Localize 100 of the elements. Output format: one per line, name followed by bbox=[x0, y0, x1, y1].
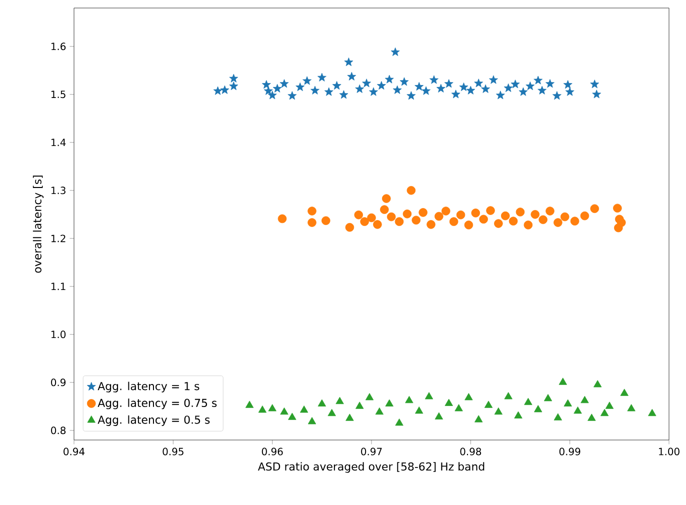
legend-label: Agg. latency = 1 s bbox=[98, 382, 200, 392]
point bbox=[426, 220, 436, 229]
x-tick-label: 0.96 bbox=[262, 448, 283, 456]
point bbox=[526, 82, 535, 90]
point bbox=[534, 76, 543, 84]
x-tick-label: 0.99 bbox=[559, 448, 580, 456]
point bbox=[479, 214, 488, 224]
point bbox=[508, 216, 518, 226]
point bbox=[268, 404, 276, 412]
point bbox=[510, 80, 520, 88]
point bbox=[570, 216, 580, 226]
point bbox=[464, 220, 474, 230]
point bbox=[296, 82, 305, 92]
y-tick-label: 1.0 bbox=[51, 330, 66, 338]
point bbox=[436, 84, 446, 92]
point bbox=[590, 204, 600, 214]
point bbox=[444, 79, 454, 88]
y-tick-label: 0.8 bbox=[51, 426, 66, 434]
point bbox=[514, 411, 522, 418]
point bbox=[563, 80, 572, 89]
point bbox=[347, 72, 356, 80]
point bbox=[336, 396, 344, 404]
point bbox=[385, 399, 394, 406]
point bbox=[430, 75, 438, 84]
point bbox=[376, 81, 386, 90]
point bbox=[449, 217, 458, 226]
point bbox=[220, 85, 230, 94]
point bbox=[258, 406, 266, 413]
point bbox=[516, 208, 525, 216]
point bbox=[317, 72, 326, 82]
point bbox=[546, 79, 554, 88]
point bbox=[380, 205, 389, 214]
point bbox=[524, 398, 532, 405]
point bbox=[538, 86, 547, 94]
point bbox=[424, 392, 434, 400]
point bbox=[406, 186, 416, 195]
point bbox=[213, 86, 222, 95]
point bbox=[494, 407, 503, 415]
point bbox=[264, 86, 273, 95]
point bbox=[504, 392, 512, 400]
point bbox=[451, 90, 460, 98]
point bbox=[552, 91, 562, 100]
point bbox=[354, 210, 363, 220]
point bbox=[415, 406, 424, 414]
point bbox=[605, 402, 614, 409]
point bbox=[280, 407, 288, 415]
point bbox=[456, 210, 466, 220]
point bbox=[466, 86, 476, 94]
point bbox=[310, 86, 320, 94]
point bbox=[474, 415, 483, 422]
point bbox=[382, 194, 391, 203]
point bbox=[600, 408, 609, 416]
y-tick-label: 1.5 bbox=[51, 90, 66, 98]
point bbox=[484, 400, 493, 408]
point bbox=[564, 399, 572, 406]
point bbox=[592, 90, 602, 98]
point bbox=[229, 74, 238, 82]
point bbox=[588, 414, 596, 421]
x-axis-title: ASD ratio averaged over [58-62] Hz band bbox=[258, 462, 484, 473]
point bbox=[405, 396, 414, 404]
point bbox=[288, 91, 297, 100]
point bbox=[560, 212, 570, 222]
point bbox=[486, 206, 495, 215]
point bbox=[414, 82, 424, 91]
x-tick-label: 0.97 bbox=[361, 448, 382, 456]
point bbox=[392, 85, 402, 94]
y-tick-label: 1.4 bbox=[51, 138, 66, 146]
point bbox=[346, 414, 354, 421]
point bbox=[302, 76, 312, 85]
x-tick-label: 0.94 bbox=[64, 448, 85, 456]
point bbox=[454, 404, 463, 412]
point bbox=[328, 408, 336, 416]
point bbox=[500, 211, 510, 220]
point bbox=[384, 74, 394, 84]
point bbox=[459, 82, 468, 92]
point bbox=[544, 394, 552, 402]
y-tick-label: 1.1 bbox=[51, 282, 66, 290]
y-axis-title: overall latency [s] bbox=[32, 176, 44, 273]
x-tick-label: 1.00 bbox=[659, 448, 680, 456]
point bbox=[386, 212, 396, 222]
point bbox=[373, 220, 382, 229]
point bbox=[554, 413, 562, 420]
legend-label: Agg. latency = 0.75 s bbox=[98, 398, 217, 410]
point bbox=[441, 206, 450, 216]
point bbox=[538, 215, 548, 224]
point bbox=[344, 58, 354, 66]
point bbox=[367, 213, 376, 222]
point bbox=[394, 217, 404, 226]
y-tick-label: 1.2 bbox=[51, 234, 66, 242]
point bbox=[481, 84, 490, 93]
point bbox=[590, 80, 600, 88]
point bbox=[280, 79, 289, 88]
x-tick-label: 0.95 bbox=[162, 448, 184, 456]
point bbox=[627, 404, 636, 412]
point bbox=[288, 412, 296, 420]
point bbox=[308, 417, 316, 424]
point bbox=[614, 223, 623, 232]
point bbox=[471, 208, 480, 218]
point bbox=[444, 398, 453, 406]
point bbox=[574, 406, 582, 414]
